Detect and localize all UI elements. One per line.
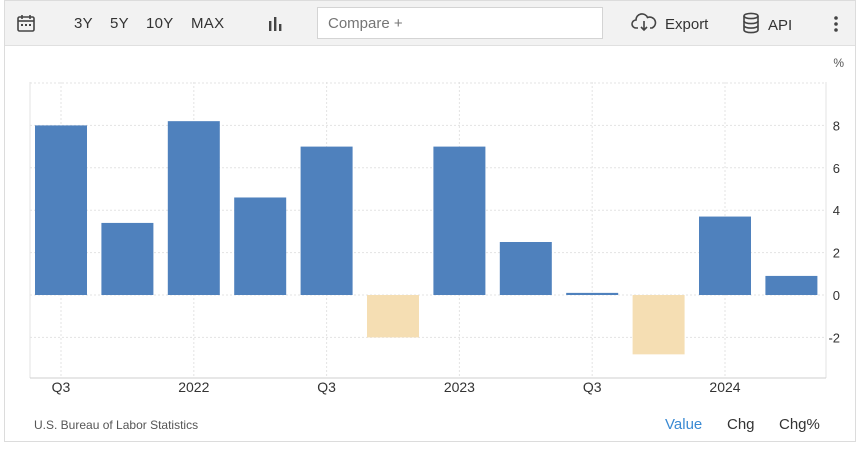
cloud-download-icon <box>631 12 657 36</box>
value-tab[interactable]: Value <box>665 416 703 433</box>
range-5y-button[interactable]: 5Y <box>110 15 129 32</box>
y-tick-label: 8 <box>833 118 840 133</box>
bar <box>699 216 751 295</box>
export-label: Export <box>665 15 709 33</box>
bar <box>433 146 486 295</box>
widget-frame <box>4 0 856 442</box>
bar <box>367 295 419 338</box>
x-tick-label: Q3 <box>583 379 602 395</box>
range-3y-button[interactable]: 3Y <box>74 15 93 32</box>
bar <box>566 292 619 295</box>
y-tick-label: -2 <box>828 330 840 345</box>
y-unit-label: % <box>833 56 844 70</box>
y-tick-label: 0 <box>833 288 840 303</box>
bar <box>101 222 154 295</box>
toolbar: 3Y 5Y 10Y MAX Export API <box>5 1 855 46</box>
source-label: U.S. Bureau of Labor Statistics <box>34 418 199 432</box>
bar <box>35 125 87 296</box>
bar <box>632 295 685 355</box>
x-tick-label: 2024 <box>709 379 740 395</box>
bar <box>499 242 552 295</box>
export-button[interactable]: Export <box>631 12 708 36</box>
y-tick-label: 6 <box>833 161 840 176</box>
chg-tab[interactable]: Chg <box>727 416 755 433</box>
x-tick-label: 2022 <box>178 379 209 395</box>
range-max-button[interactable]: MAX <box>191 15 225 32</box>
api-label: API <box>768 16 793 34</box>
database-icon <box>742 12 760 38</box>
y-tick-label: 2 <box>833 246 840 261</box>
api-button[interactable]: API <box>742 12 792 38</box>
more-options-icon[interactable] <box>833 15 839 38</box>
bar <box>234 197 287 295</box>
compare-input[interactable] <box>317 7 603 39</box>
range-10y-button[interactable]: 10Y <box>146 15 174 32</box>
chg-percent-tab[interactable]: Chg% <box>779 416 820 433</box>
bar <box>765 275 818 295</box>
bar <box>300 146 353 295</box>
chart-type-icon[interactable] <box>266 15 284 38</box>
x-tick-label: Q3 <box>317 379 336 395</box>
bar <box>167 121 220 295</box>
x-tick-label: 2023 <box>444 379 475 395</box>
y-tick-label: 4 <box>833 203 840 218</box>
x-tick-label: Q3 <box>52 379 71 395</box>
calendar-icon[interactable] <box>16 13 36 38</box>
